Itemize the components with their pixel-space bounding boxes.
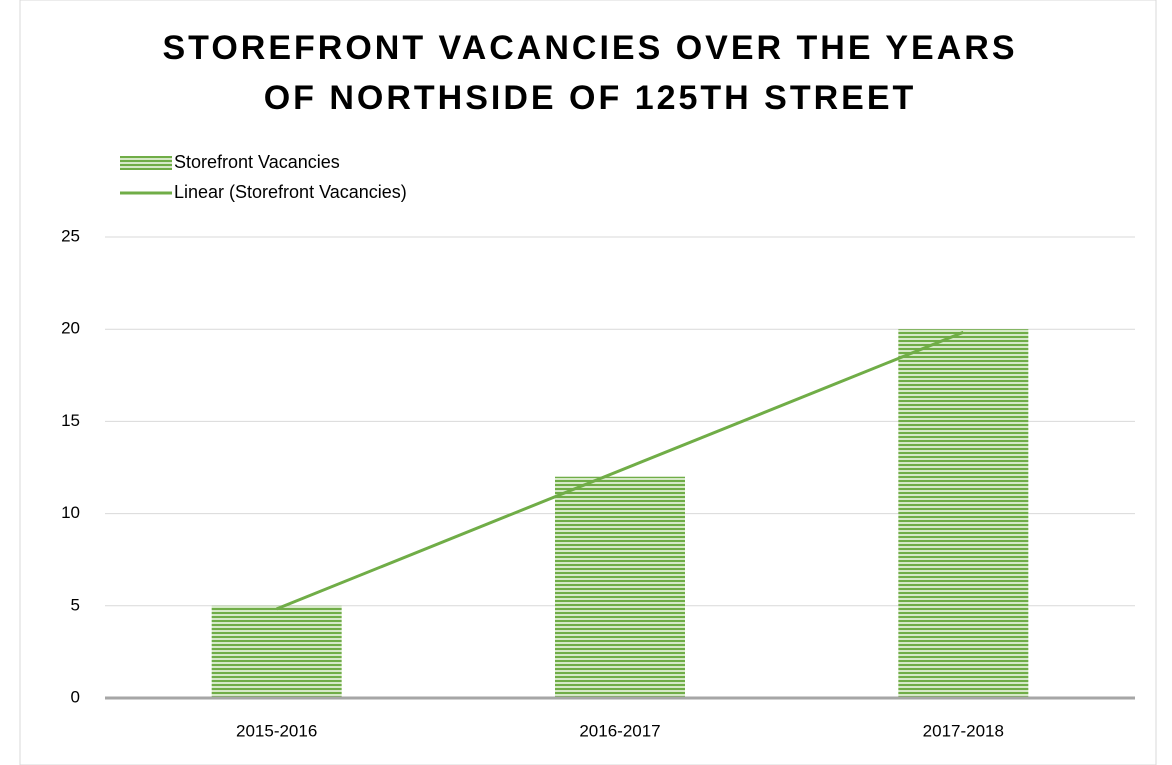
y-tick-label: 10 bbox=[61, 503, 80, 522]
x-tick-label: 2017-2018 bbox=[923, 721, 1004, 740]
bar bbox=[211, 605, 342, 698]
bar bbox=[898, 329, 1029, 698]
y-tick-label: 25 bbox=[61, 226, 80, 245]
chart-title: STOREFRONT VACANCIES OVER THE YEARS bbox=[163, 29, 1018, 67]
legend-label: Storefront Vacancies bbox=[174, 152, 340, 172]
x-tick-label: 2016-2017 bbox=[579, 721, 660, 740]
bar bbox=[555, 476, 685, 698]
y-tick-label: 5 bbox=[71, 595, 80, 614]
y-tick-label: 20 bbox=[61, 319, 80, 338]
y-tick-label: 0 bbox=[71, 687, 80, 706]
x-tick-label: 2015-2016 bbox=[236, 721, 317, 740]
y-tick-label: 15 bbox=[61, 411, 80, 430]
legend-swatch bbox=[120, 156, 172, 170]
legend-label: Linear (Storefront Vacancies) bbox=[174, 182, 407, 202]
trendline bbox=[276, 330, 964, 611]
chart-title: OF NORTHSIDE OF 125TH STREET bbox=[264, 79, 917, 117]
